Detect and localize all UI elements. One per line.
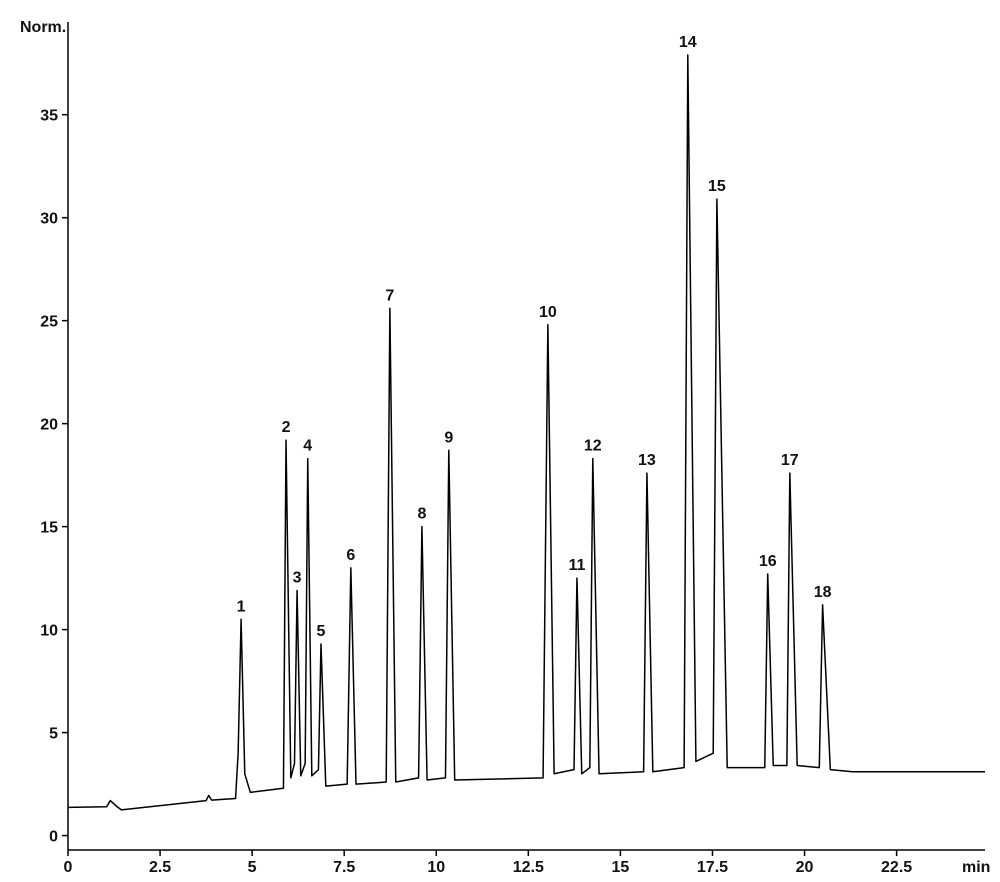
x-tick-label: 20 <box>796 859 814 876</box>
y-tick-label: 0 <box>49 829 58 846</box>
y-tick-label: 35 <box>40 108 58 125</box>
x-tick-label: 10 <box>427 859 445 876</box>
peak-label: 15 <box>708 178 726 195</box>
y-tick-label: 20 <box>40 417 58 434</box>
peak-label: 9 <box>444 429 453 446</box>
x-tick-label: 0 <box>64 859 73 876</box>
peak-label: 17 <box>781 452 799 469</box>
peak-label: 13 <box>638 452 656 469</box>
y-tick-label: 10 <box>40 623 58 640</box>
y-tick-label: 30 <box>40 211 58 228</box>
x-tick-label: 12.5 <box>513 859 544 876</box>
y-tick-label: 5 <box>49 726 58 743</box>
y-tick-label: 25 <box>40 314 58 331</box>
x-tick-label: 17.5 <box>697 859 728 876</box>
peak-label: 14 <box>679 34 697 51</box>
peak-label: 2 <box>282 419 291 436</box>
x-axis-label: min <box>962 859 990 876</box>
y-axis-label: Norm. <box>20 19 66 36</box>
x-tick-label: 5 <box>248 859 257 876</box>
peak-label: 6 <box>346 547 355 564</box>
trace <box>67 54 985 811</box>
x-tick-label: 22.5 <box>881 859 912 876</box>
peak-label: 8 <box>417 506 426 523</box>
peak-label: 10 <box>539 304 557 321</box>
x-tick-label: 7.5 <box>333 859 355 876</box>
peak-label: 7 <box>385 287 394 304</box>
peak-label: 3 <box>293 569 302 586</box>
peak-label: 16 <box>759 553 777 570</box>
x-tick-label: 2.5 <box>149 859 171 876</box>
peak-label: 18 <box>814 584 832 601</box>
y-tick-label: 15 <box>40 520 58 537</box>
peak-label: 1 <box>237 598 246 615</box>
x-tick-label: 15 <box>612 859 630 876</box>
peak-label: 12 <box>584 438 602 455</box>
peak-label: 4 <box>303 438 312 455</box>
peak-label: 11 <box>568 557 585 574</box>
peak-label: 5 <box>317 623 326 640</box>
